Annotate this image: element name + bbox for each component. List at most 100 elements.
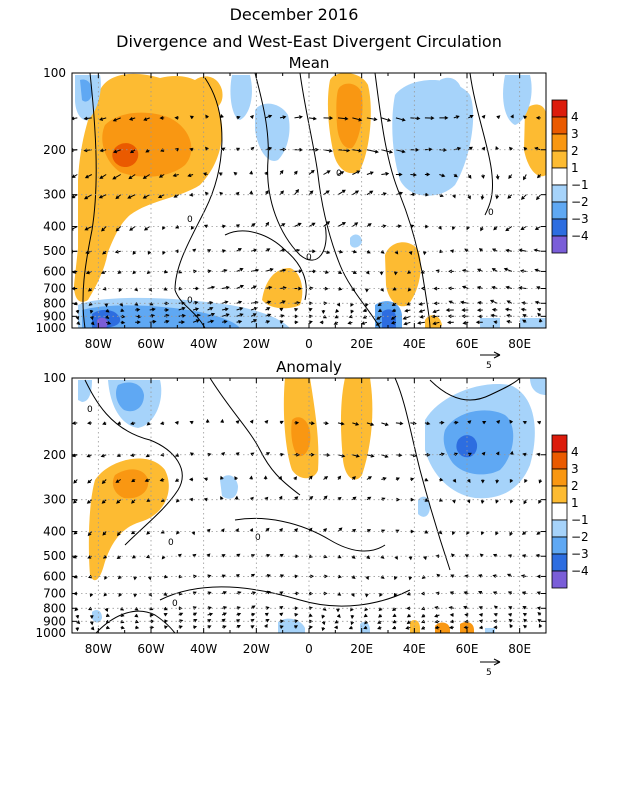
wind-vector	[234, 495, 239, 500]
wind-vector	[395, 477, 400, 481]
wind-vector	[350, 621, 355, 626]
wind-vector	[113, 149, 121, 154]
wind-vector	[522, 452, 527, 457]
wind-vector	[365, 288, 369, 293]
wind-vector	[128, 174, 136, 180]
wind-vector	[157, 194, 165, 198]
wind-vector	[521, 301, 527, 305]
wind-vector	[337, 421, 345, 426]
wind-vector	[390, 315, 397, 320]
wind-vector	[236, 625, 241, 629]
wind-vector	[149, 307, 156, 312]
anomaly-pos-surface-50e	[435, 622, 450, 633]
wind-vector	[279, 420, 284, 425]
wind-vector	[131, 499, 136, 504]
wind-vector	[451, 531, 456, 536]
wind-vector	[178, 625, 183, 629]
wind-vector	[117, 270, 122, 274]
colorbar-label: 2	[571, 144, 579, 158]
wind-vector	[178, 313, 186, 318]
wind-vector	[449, 591, 455, 595]
mean-contour-label: 0	[187, 296, 193, 306]
wind-vector	[481, 114, 486, 119]
wind-vector	[523, 146, 528, 151]
wind-vector	[410, 172, 417, 177]
wind-vector	[175, 225, 180, 229]
wind-vector	[89, 614, 94, 620]
wind-vector	[84, 226, 93, 231]
wind-vector	[350, 614, 355, 620]
wind-vector	[362, 308, 368, 313]
wind-vector	[480, 531, 485, 536]
wind-vector	[207, 285, 216, 290]
y-tick-label: 800	[43, 296, 66, 310]
wind-vector	[463, 591, 469, 595]
wind-vector	[265, 307, 271, 311]
wind-vector	[423, 556, 427, 561]
wind-vector	[467, 174, 472, 179]
wind-vector	[381, 117, 392, 122]
mean-panel-title: Mean	[289, 54, 330, 72]
wind-vector	[392, 287, 397, 291]
wind-vector	[366, 117, 378, 122]
wind-vector	[294, 528, 299, 532]
wind-vector	[207, 319, 215, 324]
wind-vector	[132, 270, 137, 275]
wind-vector	[76, 321, 81, 326]
wind-vector	[99, 148, 107, 153]
wind-vector	[496, 419, 501, 424]
anomaly-panel-title: Anomaly	[276, 358, 342, 376]
wind-vector	[221, 574, 226, 578]
wind-vector	[264, 419, 269, 424]
wind-vector	[189, 452, 194, 456]
wind-vector	[535, 553, 541, 558]
wind-vector	[147, 250, 152, 255]
colorbar-box	[551, 468, 568, 487]
anomaly-neg-region-30w	[220, 475, 238, 499]
wind-vector	[134, 613, 139, 618]
wind-vector	[538, 318, 543, 323]
wind-vector	[163, 612, 168, 617]
y-tick-label: 900	[43, 614, 66, 628]
wind-vector	[174, 420, 179, 425]
wind-vector	[336, 608, 340, 613]
wind-vector	[105, 308, 110, 313]
wind-vector	[187, 173, 194, 178]
wind-vector	[250, 618, 255, 623]
wind-vector	[402, 315, 411, 320]
wind-vector	[87, 531, 93, 537]
x-tick-label: 80E	[508, 642, 531, 656]
wind-vector	[99, 117, 107, 121]
wind-vector	[535, 194, 542, 201]
wind-vector	[505, 285, 512, 290]
wind-vector	[236, 284, 245, 289]
wind-vector	[439, 477, 444, 482]
wind-vector	[149, 302, 154, 306]
x-tick-label: 0	[305, 337, 313, 351]
wind-vector	[75, 614, 80, 619]
wind-vector	[207, 312, 216, 317]
colorbar-label: 1	[571, 161, 579, 175]
wind-vector	[508, 618, 513, 623]
wind-vector	[522, 319, 527, 324]
wind-vector	[173, 194, 179, 198]
wind-vector	[220, 475, 224, 480]
wind-vector	[534, 226, 541, 230]
wind-vector	[493, 613, 498, 617]
wind-vector	[421, 575, 426, 579]
wind-vector	[131, 554, 136, 559]
wind-vector	[378, 607, 383, 612]
wind-vector	[468, 115, 474, 119]
wind-vector	[250, 605, 256, 609]
y-tick-label: 800	[43, 601, 66, 615]
wind-vector	[439, 116, 449, 120]
mean-contour-label: 0	[336, 169, 342, 179]
wind-vector	[249, 190, 254, 195]
wind-vector	[98, 194, 107, 199]
wind-vector	[506, 319, 512, 324]
colorbar-label: −2	[571, 195, 589, 209]
wind-vector	[365, 576, 369, 581]
wind-vector	[279, 574, 285, 578]
wind-vector	[129, 226, 136, 231]
wind-vector	[478, 613, 483, 617]
